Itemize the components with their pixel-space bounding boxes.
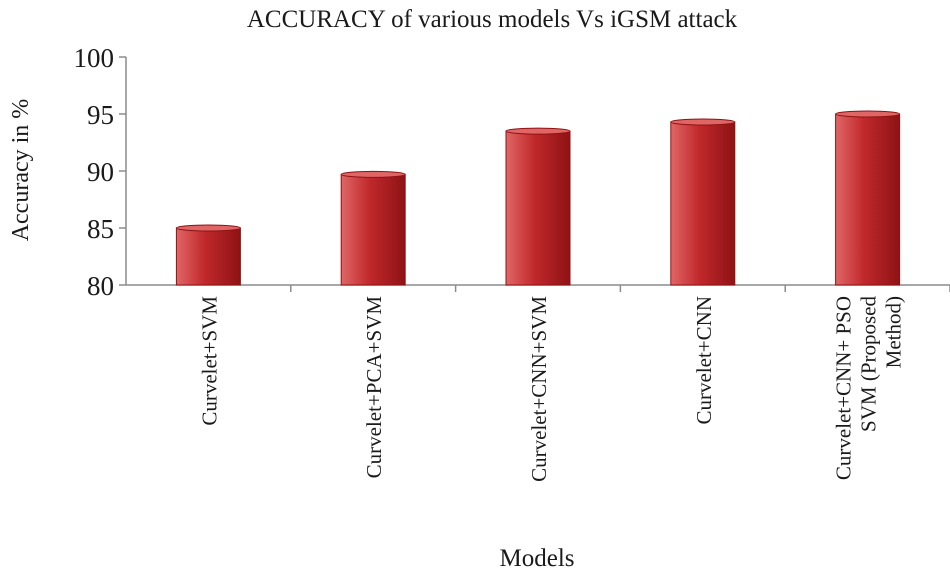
bar-group [505, 127, 571, 286]
bar-top-cap [670, 118, 736, 126]
x-category-label: Curvelet+CNN [692, 296, 716, 425]
x-category-label: Curvelet+CNN+ PSO [832, 296, 856, 480]
y-tick-label: 85 [87, 214, 114, 244]
bar-top-cap [505, 127, 571, 135]
y-tick-label: 90 [87, 157, 114, 187]
chart-title: ACCURACY of various models Vs iGSM attac… [247, 6, 738, 33]
bar [835, 113, 901, 286]
bar [670, 121, 736, 286]
x-axis-label: Models [500, 545, 575, 572]
y-axis-label: Accuracy in % [8, 99, 34, 242]
y-tick-label: 100 [74, 43, 115, 73]
x-category-label: Curvelet+CNN+SVM [527, 296, 551, 482]
bar-top-cap [340, 170, 406, 178]
bar [340, 173, 406, 286]
y-tick-label: 95 [87, 100, 114, 130]
bar-top-cap [175, 224, 241, 232]
bar-group [670, 118, 736, 286]
bar [175, 227, 241, 286]
x-category-label: Curvelet+SVM [197, 296, 221, 426]
bar-group [835, 110, 901, 286]
bar [505, 130, 571, 286]
x-category-label: Method) [882, 296, 906, 368]
y-tick-label: 80 [87, 271, 114, 301]
x-category-label: Curvelet+PCA+SVM [362, 296, 386, 479]
bar-group [340, 170, 406, 286]
bar-group [175, 224, 241, 286]
x-category-label: SVM (Proposed [857, 296, 881, 432]
bar-top-cap [835, 110, 901, 118]
